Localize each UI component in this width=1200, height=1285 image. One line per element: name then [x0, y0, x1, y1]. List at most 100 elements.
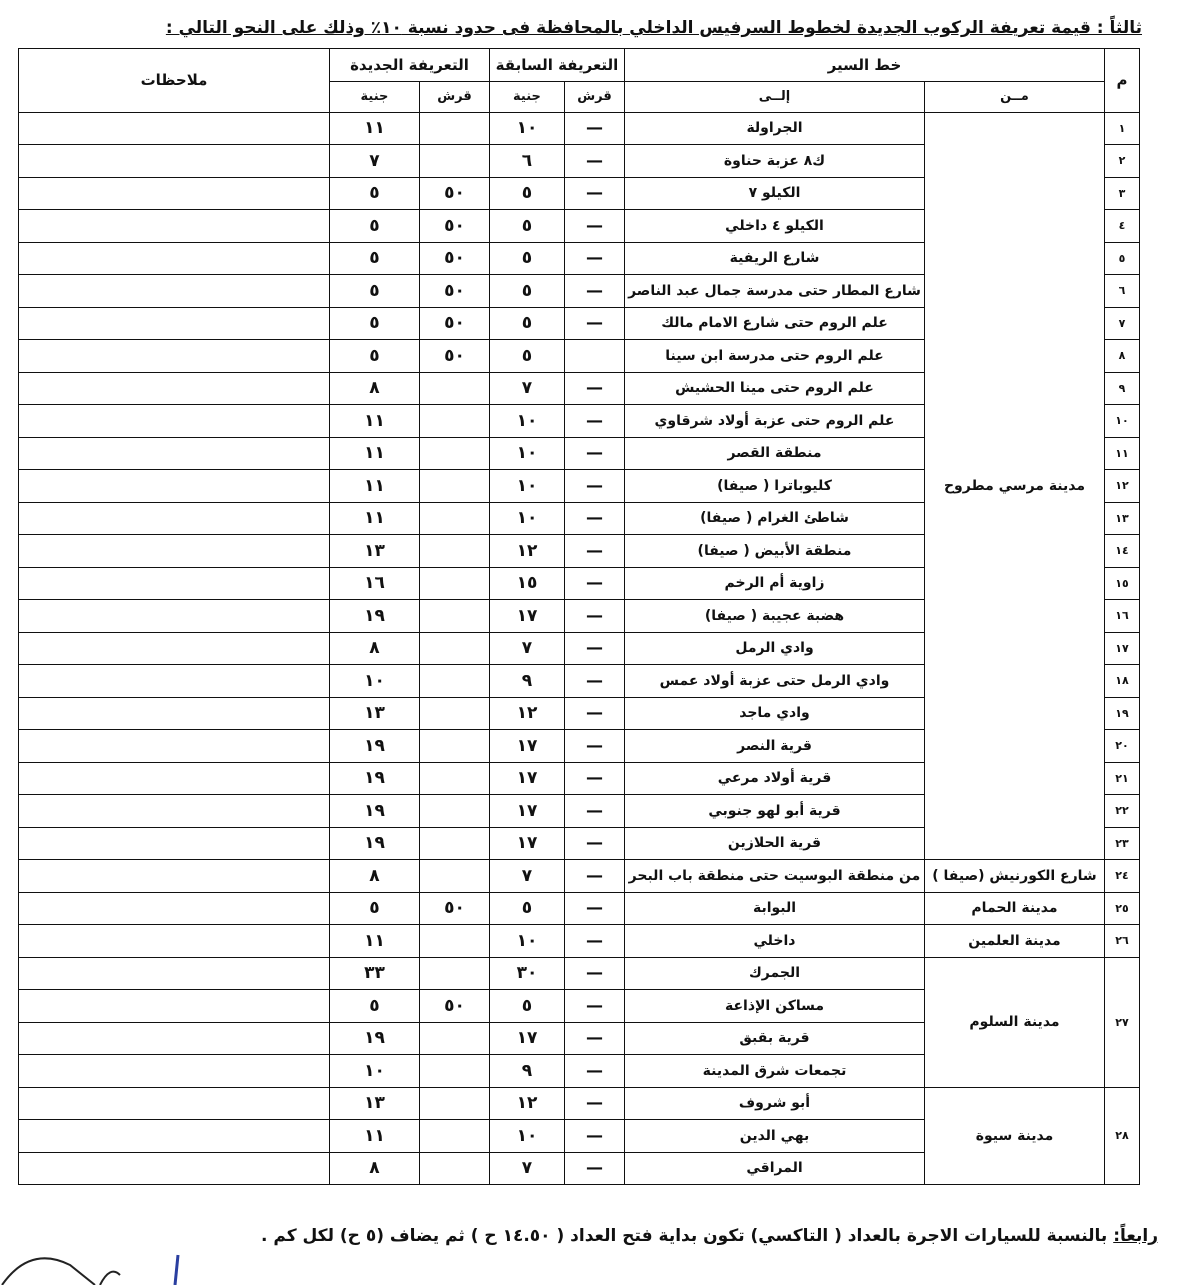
notes-cell — [18, 631, 330, 665]
new-pound: ٥ — [328, 989, 420, 1023]
new-qirsh — [418, 956, 490, 990]
table-row: ١٩ وادي ماجد —١٢ ١٣ — [18, 696, 1140, 730]
route-to: قرية بقبق — [624, 1021, 925, 1055]
new-pound: ٨ — [328, 859, 420, 893]
new-pound: ١١ — [328, 436, 420, 470]
notes-cell — [18, 1119, 330, 1153]
row-number: ١٥ — [1104, 566, 1140, 600]
fare-table-body: ١ مدينة مرسي مطروح الجراولة —١٠ ١١ ٢ ك٨ عزبة ح… — [18, 111, 1140, 1185]
prev-pound: ٥ — [488, 241, 566, 275]
header-to: إلــى — [624, 80, 925, 113]
new-pound: ٣٣ — [328, 956, 420, 990]
prev-pound: ٦ — [488, 144, 566, 178]
prev-qirsh: — — [564, 404, 625, 438]
route-from: شارع الكورنيش (صيفا ) — [924, 859, 1105, 893]
notes-cell — [18, 696, 330, 730]
route-from: مدينة العلمين — [924, 924, 1105, 958]
new-pound: ٨ — [328, 631, 420, 665]
prev-pound: ٧ — [488, 859, 566, 893]
new-qirsh: ٥٠ — [418, 339, 490, 373]
new-qirsh — [418, 696, 490, 730]
footer-text: بالنسبة للسيارات الاجرة بالعداد ( التاكس… — [261, 1226, 1108, 1246]
prev-qirsh: — — [564, 599, 625, 633]
table-row: ٢٠ قرية النصر —١٧ ١٩ — [18, 729, 1140, 763]
new-qirsh — [418, 501, 490, 535]
new-qirsh — [418, 566, 490, 600]
table-row: ٢٦ مدينة العلمين داخلي —١٠ ١١ — [18, 924, 1140, 958]
route-to: علم الروم حتى مينا الحشيش — [624, 371, 925, 405]
table-row: ١٥ زاوية أم الرخم —١٥ ١٦ — [18, 566, 1140, 600]
header-route: خط السير — [624, 48, 1105, 82]
new-qirsh — [418, 404, 490, 438]
prev-pound: ١٧ — [488, 1021, 566, 1055]
new-pound: ١٣ — [328, 1086, 420, 1120]
route-to: المراقي — [624, 1151, 925, 1185]
prev-qirsh: — — [564, 436, 625, 470]
prev-pound: ٥ — [488, 891, 566, 925]
row-number: ٥ — [1104, 241, 1140, 275]
notes-cell — [18, 924, 330, 958]
table-row: ١٠ علم الروم حتى عزبة أولاد شرقاوي —١٠ ١١ — [18, 404, 1140, 438]
route-to: من منطقة البوسيت حتى منطقة باب البحر — [624, 859, 925, 893]
new-pound: ١٣ — [328, 534, 420, 568]
new-pound: ١١ — [328, 469, 420, 503]
notes-cell — [18, 534, 330, 568]
table-row: ٨ علم الروم حتى مدرسة ابن سينا ٥ ٥٠ ٥ — [18, 339, 1140, 373]
prev-qirsh: — — [564, 1086, 625, 1120]
row-number: ١٧ — [1104, 631, 1140, 665]
prev-pound: ١٧ — [488, 599, 566, 633]
new-pound: ١١ — [328, 111, 420, 145]
prev-pound: ٣٠ — [488, 956, 566, 990]
header-notes: ملاحظات — [18, 48, 330, 113]
new-pound: ٧ — [328, 144, 420, 178]
row-number: ٤ — [1104, 209, 1140, 243]
row-number: ٩ — [1104, 371, 1140, 405]
table-row: ١٧ وادي الرمل —٧ ٨ — [18, 631, 1140, 665]
prev-qirsh: — — [564, 664, 625, 698]
prev-qirsh: — — [564, 631, 625, 665]
new-pound: ١٩ — [328, 761, 420, 795]
prev-pound: ١٧ — [488, 826, 566, 860]
row-number: ٢٣ — [1104, 826, 1140, 860]
prev-pound: ١٥ — [488, 566, 566, 600]
handwritten-mark — [1, 1254, 180, 1285]
new-qirsh — [418, 144, 490, 178]
prev-qirsh: — — [564, 696, 625, 730]
prev-qirsh: — — [564, 924, 625, 958]
prev-qirsh: — — [564, 306, 625, 340]
notes-cell — [18, 989, 330, 1023]
header-prev-pound: جنية — [488, 80, 566, 113]
route-to: داخلي — [624, 924, 925, 958]
prev-qirsh: — — [564, 1151, 625, 1185]
table-row: المراقي —٧ ٨ — [18, 1151, 1140, 1185]
new-qirsh — [418, 826, 490, 860]
prev-qirsh: — — [564, 794, 625, 828]
notes-cell — [18, 891, 330, 925]
new-pound: ١٣ — [328, 696, 420, 730]
prev-pound: ١٠ — [488, 436, 566, 470]
row-number: ١ — [1104, 111, 1140, 145]
prev-pound: ١٠ — [488, 404, 566, 438]
prev-qirsh: — — [564, 209, 625, 243]
prev-pound: ٥ — [488, 176, 566, 210]
prev-qirsh: — — [564, 989, 625, 1023]
table-row: ٢١ قرية أولاد مرعي —١٧ ١٩ — [18, 761, 1140, 795]
route-to: الجمرك — [624, 956, 925, 990]
route-from: مدينة الحمام — [924, 891, 1105, 925]
new-qirsh — [418, 111, 490, 145]
route-to: ك٨ عزبة حناوة — [624, 144, 925, 178]
notes-cell — [18, 241, 330, 275]
prev-qirsh: — — [564, 826, 625, 860]
new-qirsh — [418, 1119, 490, 1153]
route-to: وادي الرمل حتى عزبة أولاد عمس — [624, 664, 925, 698]
row-number: ١٠ — [1104, 404, 1140, 438]
new-qirsh: ٥٠ — [418, 274, 490, 308]
new-pound: ٥ — [328, 339, 420, 373]
table-row: قرية بقبق —١٧ ١٩ — [18, 1021, 1140, 1055]
new-qirsh — [418, 1021, 490, 1055]
prev-pound: ٥ — [488, 339, 566, 373]
prev-pound: ٩ — [488, 1054, 566, 1088]
table-row: ٣ الكيلو ٧—٥ ٥٠ ٥ — [18, 176, 1140, 210]
route-from: مدينة السلوم — [924, 956, 1105, 1088]
new-pound: ٥ — [328, 209, 420, 243]
